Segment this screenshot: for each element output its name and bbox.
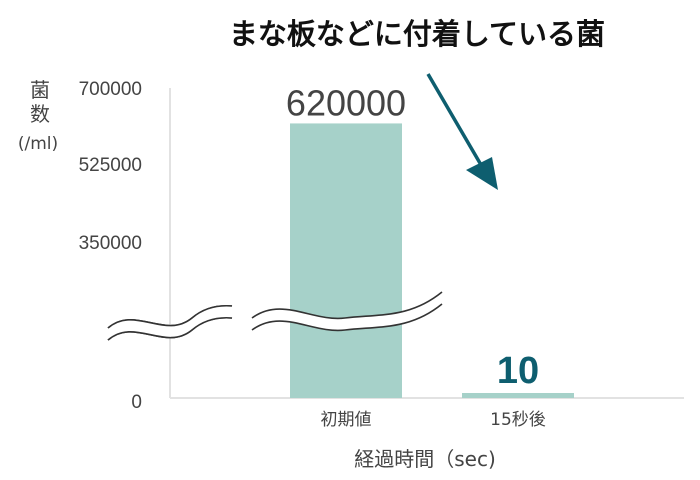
bar-15sec bbox=[462, 393, 574, 398]
y-axis-label-line1: 菌 bbox=[30, 78, 50, 102]
x-tick-label-initial: 初期値 bbox=[321, 410, 372, 430]
data-label-initial: 620000 bbox=[286, 82, 406, 123]
y-tick-label: 700000 bbox=[79, 79, 142, 100]
chart-title: まな板などに付着している菌 bbox=[229, 17, 605, 51]
bars-group bbox=[290, 123, 574, 398]
x-tick-label-15sec: 15秒後 bbox=[490, 410, 546, 430]
y-axis-unit: (/ml) bbox=[18, 134, 58, 154]
y-tick-label: 0 bbox=[131, 392, 142, 413]
y-tick-label: 525000 bbox=[79, 155, 142, 176]
y-tick-label: 350000 bbox=[79, 233, 142, 254]
axis-break-right bbox=[251, 291, 443, 332]
y-axis-label-line2: 数 bbox=[30, 102, 50, 126]
bar-initial bbox=[290, 123, 402, 398]
down-arrow-icon bbox=[426, 73, 498, 190]
axis-break-left bbox=[107, 304, 233, 341]
x-axis-label: 経過時間（sec) bbox=[354, 447, 496, 471]
data-label-15sec: 10 bbox=[497, 350, 539, 392]
